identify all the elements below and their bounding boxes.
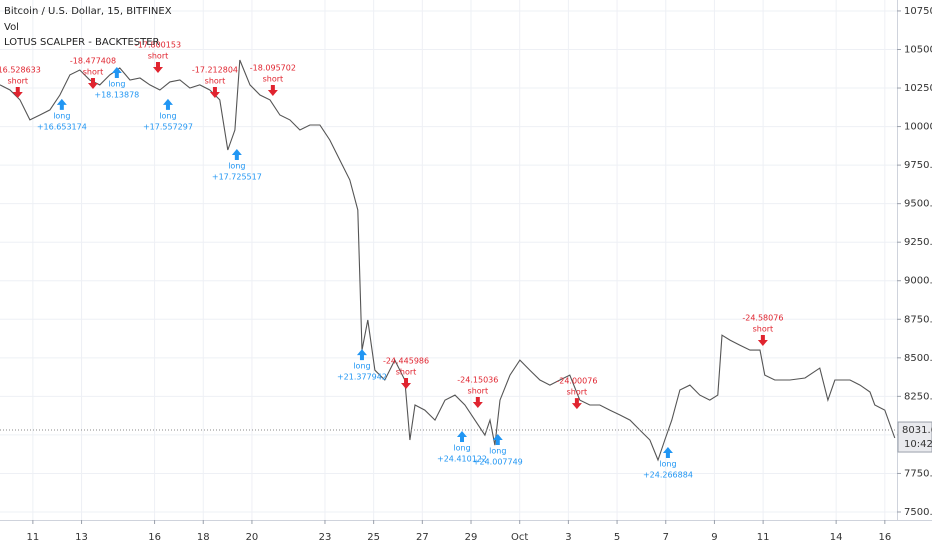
short-arrow [87, 78, 98, 90]
last-price-tag [897, 421, 932, 453]
plot [0, 59, 897, 462]
x-tick-label: 11 [26, 532, 39, 543]
signal-side: short [205, 76, 226, 85]
signal-side: short [567, 388, 588, 397]
long-arrow [662, 447, 673, 459]
signal-pnl: -24.58076 [742, 314, 783, 323]
x-tick-label: 13 [75, 532, 88, 543]
x-tick-label: 23 [319, 532, 332, 543]
long-arrow [56, 98, 67, 110]
signal-side: short [753, 325, 774, 334]
long-arrow [356, 349, 367, 361]
signal-side: long [53, 111, 70, 120]
short-arrow [757, 335, 768, 347]
signal-side: long [489, 447, 506, 456]
x-tick-label: 29 [465, 532, 478, 543]
signal-side: short [263, 74, 284, 83]
x-tick-label: 16 [148, 532, 161, 543]
y-tick-label: 9500.0 [904, 199, 932, 210]
long-arrow [162, 98, 173, 110]
y-tick-label: 10500.0 [904, 44, 932, 55]
signal-pnl: +17.725517 [212, 173, 262, 182]
x-tick-label: 20 [246, 532, 259, 543]
signal-side: short [83, 68, 104, 77]
signal-pnl: -24.00076 [556, 377, 597, 386]
y-tick-label: 10750.0 [904, 6, 932, 17]
grid [0, 0, 897, 520]
signal-pnl: -18.477408 [70, 57, 116, 66]
y-tick-label: 7750.0 [904, 468, 932, 479]
signal-pnl: +24.266884 [643, 471, 693, 480]
y-tick-label: 9250.0 [904, 237, 932, 248]
signal-side: long [453, 443, 470, 452]
x-tick-label: 18 [197, 532, 210, 543]
y-tick-label: 7500.0 [904, 507, 932, 518]
signal-pnl: +21.377942 [337, 373, 387, 382]
short-arrow [472, 396, 483, 408]
signal-side: short [468, 386, 489, 395]
x-tick-label: 25 [367, 532, 380, 543]
signal-side: short [396, 368, 417, 377]
signal-side: long [659, 460, 676, 469]
y-tick-label: 10000.0 [904, 122, 932, 133]
x-tick-label: 9 [711, 532, 717, 543]
x-tick-label: 3 [565, 532, 571, 543]
long-arrow [111, 66, 122, 78]
short-arrow [152, 61, 163, 73]
short-arrow [267, 84, 278, 96]
y-tick-label: 8500.0 [904, 353, 932, 364]
signal-pnl: +18.13878 [94, 90, 139, 99]
signal-pnl: +17.557297 [143, 122, 193, 131]
last-price-label: 8031.6 [902, 425, 932, 436]
signal-pnl: -17.800153 [135, 40, 181, 49]
y-tick-label: 8250.0 [904, 391, 932, 402]
signal-side: long [108, 79, 125, 88]
x-tick-label: Oct [511, 532, 528, 543]
signal-side: long [159, 111, 176, 120]
long-arrow [492, 434, 503, 446]
signal-pnl: -16.528633 [0, 65, 41, 74]
y-tick-label: 8750.0 [904, 314, 932, 325]
signal-side: short [148, 51, 169, 60]
signal-pnl: +24.410122 [437, 454, 487, 463]
y-tick-label: 9000.0 [904, 276, 932, 287]
short-arrow [571, 398, 582, 410]
indicator-name: Vol [4, 22, 19, 33]
x-tick-label: 14 [830, 532, 843, 543]
x-tick-label: 5 [614, 532, 620, 543]
signal-pnl: -24.445986 [383, 357, 429, 366]
signal-side: long [228, 162, 245, 171]
signal-pnl: +16.653174 [37, 122, 87, 131]
short-arrow [209, 86, 220, 98]
signal-side: long [353, 362, 370, 371]
x-tick-label: 16 [878, 532, 891, 543]
signal-pnl: +24.007749 [473, 458, 523, 467]
signal-pnl: -24.15036 [457, 375, 498, 384]
symbol-title: Bitcoin / U.S. Dollar, 15, BITFINEX [4, 6, 172, 17]
y-tick-label: 9750.0 [904, 160, 932, 171]
last-time-label: 10:42 [904, 439, 932, 450]
indicator-name: LOTUS SCALPER - BACKTESTER [4, 37, 160, 48]
long-arrow [457, 430, 468, 442]
y-tick-label: 10250.0 [904, 83, 932, 94]
long-arrow [231, 149, 242, 161]
x-tick-label: 11 [757, 532, 770, 543]
x-tick-label: 27 [416, 532, 429, 543]
x-tick-label: 7 [663, 532, 669, 543]
short-arrow [401, 378, 412, 390]
labels: 7500.07750.08000.08250.08500.08750.09000… [0, 6, 932, 543]
signal-side: short [7, 76, 28, 85]
signal-pnl: -18.095702 [250, 63, 296, 72]
price-line [0, 59, 896, 462]
signal-pnl: -17.212804 [192, 65, 238, 74]
short-arrow [12, 86, 23, 98]
